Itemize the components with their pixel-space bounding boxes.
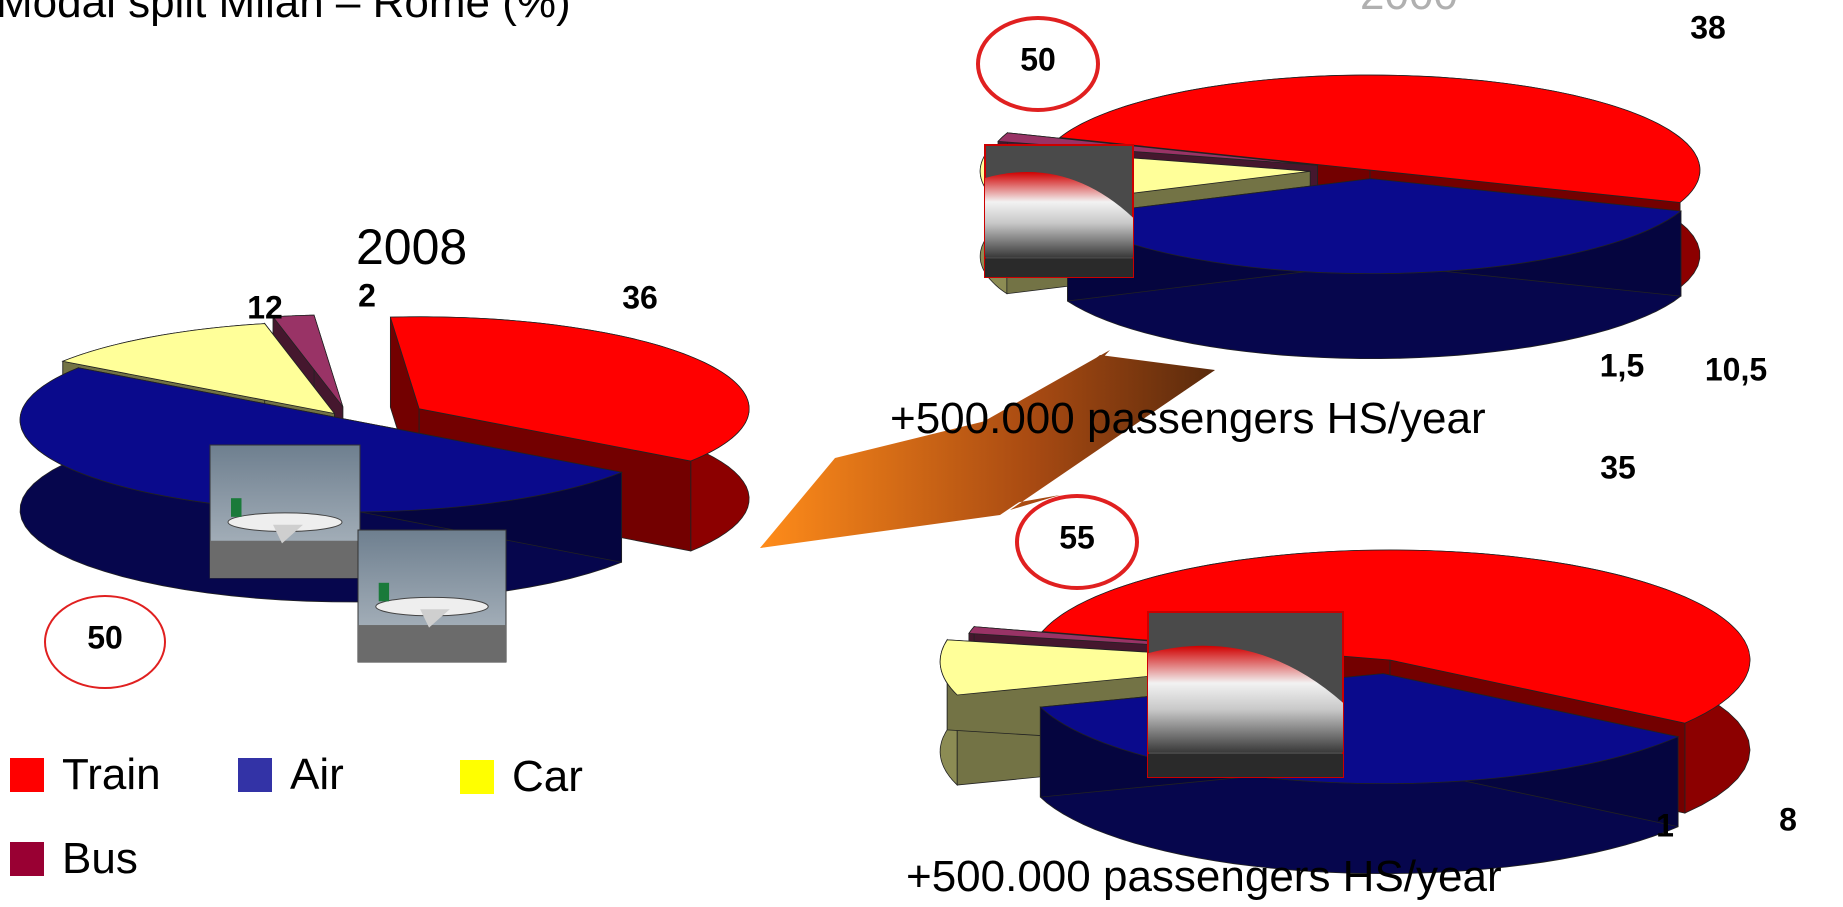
legend-item-air: Air [238, 750, 344, 800]
legend-item-bus: Bus [10, 834, 138, 884]
legend-swatch [460, 760, 494, 794]
data-label: 38 [1690, 9, 1726, 45]
data-label: 2 [358, 277, 376, 313]
arrow-icon [760, 350, 1215, 548]
airplane-photo-icon [209, 444, 361, 579]
data-label: 55 [1059, 519, 1095, 555]
top-pie-note: +500.000 passengers HS/year [890, 394, 1486, 443]
airplane-photo-icon [357, 529, 507, 663]
legend-label: Train [62, 750, 161, 799]
data-label: 50 [87, 619, 123, 655]
train-photo-icon [1147, 611, 1344, 778]
data-label: 8 [1779, 801, 1797, 837]
pie-2008-title: 2008 [356, 219, 468, 275]
data-label: 36 [622, 279, 658, 315]
legend-item-car: Car [460, 752, 583, 802]
legend-swatch [10, 842, 44, 876]
legend-swatch [10, 758, 44, 792]
data-label: 35 [1600, 449, 1636, 485]
highlight-circle [976, 16, 1100, 112]
legend-label: Car [512, 752, 583, 801]
highlight-circle [44, 595, 166, 689]
page-title: Modal split Milan – Rome (%) [0, 0, 571, 27]
pie-chart [939, 549, 1751, 875]
train-photo-icon [984, 144, 1134, 278]
data-label: 10,5 [1705, 351, 1767, 387]
legend-label: Air [290, 750, 344, 799]
data-label: 50 [1020, 41, 1056, 77]
legend-item-train: Train [10, 750, 161, 800]
legend-label: Bus [62, 834, 138, 883]
data-label: 1,5 [1600, 347, 1644, 383]
pie-slice-air [1066, 178, 1682, 359]
bottom-pie-note: +500.000 passengers HS/year [906, 852, 1502, 901]
data-label: 12 [247, 289, 283, 325]
data-label: 1 [1656, 807, 1674, 843]
legend-swatch [238, 758, 272, 792]
highlight-circle [1015, 494, 1139, 590]
top-right-title: 2000 [1360, 0, 1458, 20]
